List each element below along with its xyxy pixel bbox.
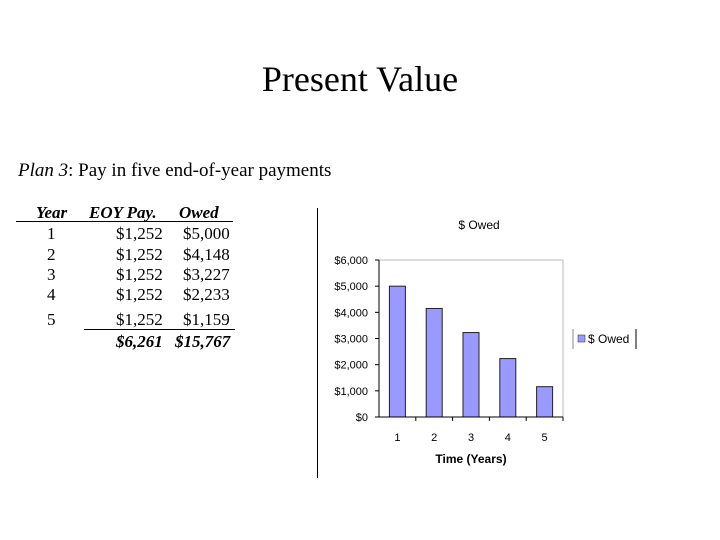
table-cell-year: 5 — [47, 310, 56, 329]
table-cell-payment: $1,252 — [116, 265, 163, 284]
header-owed: Owed — [179, 203, 219, 222]
header-year: Year — [36, 203, 68, 222]
y-tick-label: $4,000 — [334, 307, 368, 319]
table-cell-year: 4 — [47, 285, 56, 304]
legend-label: $ Owed — [588, 332, 629, 346]
x-tick-label: 2 — [431, 432, 437, 444]
header-rule — [16, 221, 233, 222]
bar — [536, 386, 554, 418]
y-tick-label: $6,000 — [334, 255, 368, 267]
y-tick-label: $0 — [356, 412, 368, 424]
table-cell-owed: $2,233 — [183, 285, 230, 304]
table-cell-year: 2 — [47, 245, 56, 264]
total-owed: $15,767 — [175, 332, 231, 351]
bar — [499, 358, 517, 418]
y-tick-label: $1,000 — [334, 386, 368, 398]
table-cell-owed: $5,000 — [183, 224, 230, 243]
table-cell-owed: $4,148 — [183, 245, 230, 264]
plan-heading: Plan 3: Pay in five end-of-year payments — [18, 160, 331, 182]
table-cell-year: 3 — [47, 265, 56, 284]
table-cell-payment: $1,252 — [116, 310, 163, 329]
bar — [425, 307, 443, 418]
x-tick-label: 4 — [505, 432, 511, 444]
table-cell-owed: $1,159 — [183, 310, 230, 329]
y-tick-label: $2,000 — [334, 360, 368, 372]
table-cell-owed: $3,227 — [183, 265, 230, 284]
table-cell-payment: $1,252 — [116, 224, 163, 243]
plot-area — [378, 259, 564, 418]
plan-description: : Pay in five end-of-year payments — [68, 160, 332, 181]
y-tick-label: $3,000 — [334, 334, 368, 346]
totals-rule — [84, 329, 235, 330]
bar — [462, 332, 480, 418]
chart-title: $ Owed — [458, 218, 499, 232]
legend-swatch — [577, 334, 586, 343]
x-axis-label: Time (Years) — [435, 452, 506, 466]
y-tick-label: $5,000 — [334, 281, 368, 293]
divider-line — [317, 208, 318, 478]
header-eoy-pay: EOY Pay. — [89, 203, 157, 222]
total-payment: $6,261 — [116, 332, 163, 351]
slide-title: Present Value — [261, 59, 459, 99]
table-cell-payment: $1,252 — [116, 285, 163, 304]
plan-name: Plan 3 — [18, 160, 69, 181]
x-tick-label: 1 — [394, 432, 400, 444]
table-cell-payment: $1,252 — [116, 245, 163, 264]
x-tick-label: 5 — [542, 432, 548, 444]
x-tick-label: 3 — [468, 432, 474, 444]
table-cell-year: 1 — [47, 224, 56, 243]
bar — [388, 285, 406, 418]
